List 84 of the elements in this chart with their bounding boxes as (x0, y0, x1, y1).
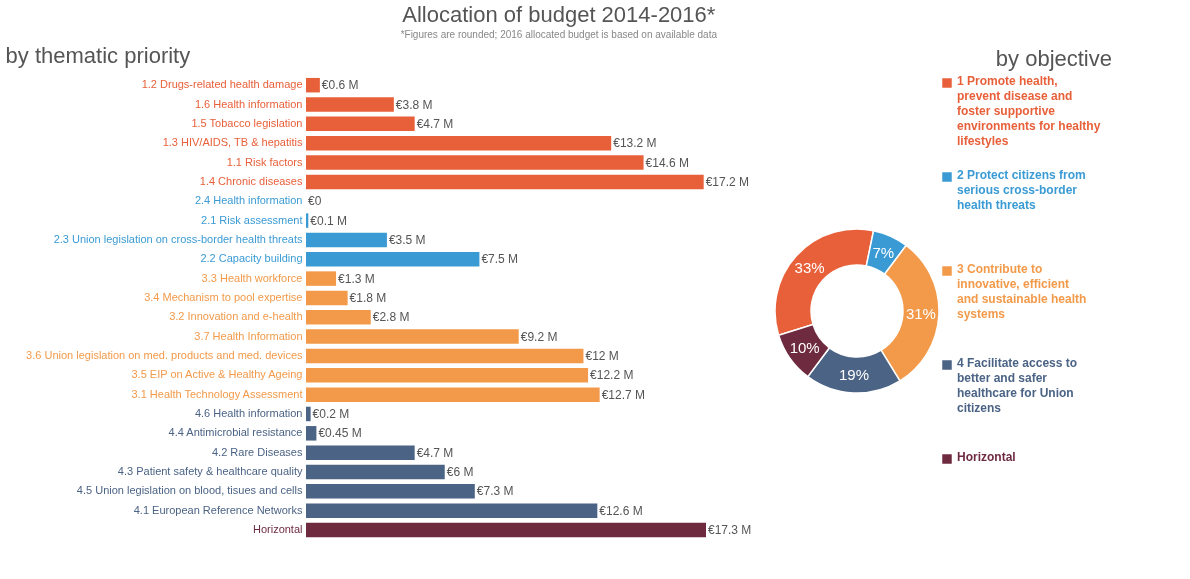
data-label: €2.8 M (372, 310, 410, 325)
chart-title: by objective (995, 46, 1112, 71)
legend-label: 1 Promote health, prevent disease and foster supportive environments for healthy lifestyles (957, 74, 1101, 148)
data-label: €0.6 M (321, 78, 359, 93)
data-label: €4.7 M (416, 116, 454, 131)
chart-title: Allocation of budget 2014-2016* (402, 2, 716, 27)
bar (306, 252, 480, 267)
bar (306, 77, 320, 93)
data-label: 33% (794, 258, 825, 276)
y-tick-label: 1.4 Chronic diseases (199, 174, 303, 187)
data-label: €7.5 M (481, 252, 519, 267)
y-tick-label: 3.6 Union legislation on med. products and med. devices (26, 348, 303, 361)
data-label: €17.3 M (708, 523, 752, 538)
y-tick-label: Horizontal (252, 523, 303, 536)
chart-subtitle: *Figures are rounded; 2016 allocated budget is based on available data (400, 29, 718, 40)
bar (306, 232, 387, 248)
legend-label: Horizontal (957, 450, 1016, 464)
bar (306, 406, 311, 422)
y-tick-label: 4.2 Rare Diseases (212, 445, 303, 458)
bar (306, 97, 394, 112)
data-label: €12 M (585, 348, 619, 363)
data-label: 10% (789, 338, 820, 356)
legend-label: 4 Facilitate access to better and safer healthcare for Union citizens (957, 356, 1078, 415)
bar (306, 174, 704, 190)
y-tick-label: 2.2 Capacity building (200, 252, 303, 265)
data-label: €12.7 M (601, 387, 645, 402)
bar (306, 445, 415, 460)
y-tick-label: 3.2 Innovation and e-health (169, 310, 303, 323)
bar (306, 135, 612, 151)
y-tick-label: 3.4 Mechanism to pool expertise (144, 290, 303, 303)
y-tick-label: 1.1 Risk factors (226, 155, 303, 168)
bar (306, 387, 600, 402)
y-tick-label: 3.7 Health Information (194, 329, 303, 342)
y-tick-label: 1.6 Health information (194, 97, 303, 110)
bar (306, 522, 706, 538)
data-label: €0.1 M (310, 213, 347, 228)
y-tick-label: 2.1 Risk assessment (201, 213, 303, 226)
data-label: €17.2 M (705, 174, 750, 189)
y-tick-label: 4.1 European Reference Networks (133, 503, 303, 516)
bar (306, 464, 445, 480)
data-label: €13.2 M (613, 136, 657, 151)
bar (306, 329, 519, 344)
bar (306, 310, 371, 325)
data-label: 31% (905, 304, 936, 322)
bar (306, 271, 337, 286)
data-label: €0.45 M (318, 426, 362, 441)
y-tick-label: 4.3 Patient safety & healthcare quality (117, 464, 303, 477)
y-tick-label: 3.5 EIP on Active & Healthy Ageing (131, 368, 303, 381)
bar (306, 503, 598, 518)
bar (306, 484, 475, 499)
y-tick-label: 1.2 Drugs-related health damage (141, 78, 303, 91)
data-label: €1.3 M (338, 271, 375, 286)
y-tick-label: 2.4 Health information (194, 194, 303, 207)
y-tick-label: 4.5 Union legislation on blood, tisues and cells (76, 484, 303, 497)
y-tick-label: 3.1 Health Technology Assessment (131, 387, 303, 400)
data-label: €7.3 M (476, 484, 514, 499)
data-label: €3.5 M (388, 232, 426, 247)
bar (306, 368, 589, 383)
bar (306, 116, 415, 132)
bar (306, 290, 348, 306)
data-label: €12.6 M (599, 503, 643, 518)
data-label: €0 (308, 194, 322, 209)
y-tick-label: 4.4 Antimicrobial resistance (168, 426, 303, 439)
data-label: €4.7 M (416, 445, 454, 460)
y-tick-label: 1.5 Tobacco legislation (191, 116, 303, 129)
data-label: 7% (872, 243, 895, 261)
y-tick-label: 3.3 Health workforce (201, 271, 303, 284)
bar (306, 426, 317, 441)
data-label: €6 M (446, 464, 474, 479)
data-label: €0.2 M (312, 406, 350, 421)
y-tick-label: 1.3 HIV/AIDS, TB & hepatitis (162, 136, 303, 149)
bar (306, 155, 644, 170)
data-label: €1.8 M (349, 290, 387, 305)
bar (306, 348, 584, 364)
y-tick-label: 2.3 Union legislation on cross-border health threats (53, 232, 303, 245)
data-label: €12.2 M (590, 368, 634, 383)
data-label: €9.2 M (520, 329, 558, 344)
legend-label: 3 Contribute to innovative, efficient and sustainable health systems (957, 262, 1087, 321)
text: by thematic priority (5, 43, 191, 68)
data-label: €3.8 M (395, 97, 433, 112)
data-label: 19% (839, 365, 870, 383)
legend-label: 2 Protect citizens from serious cross-border health threats (957, 168, 1086, 212)
y-tick-label: 4.6 Health information (194, 406, 303, 419)
data-label: €14.6 M (645, 155, 689, 170)
